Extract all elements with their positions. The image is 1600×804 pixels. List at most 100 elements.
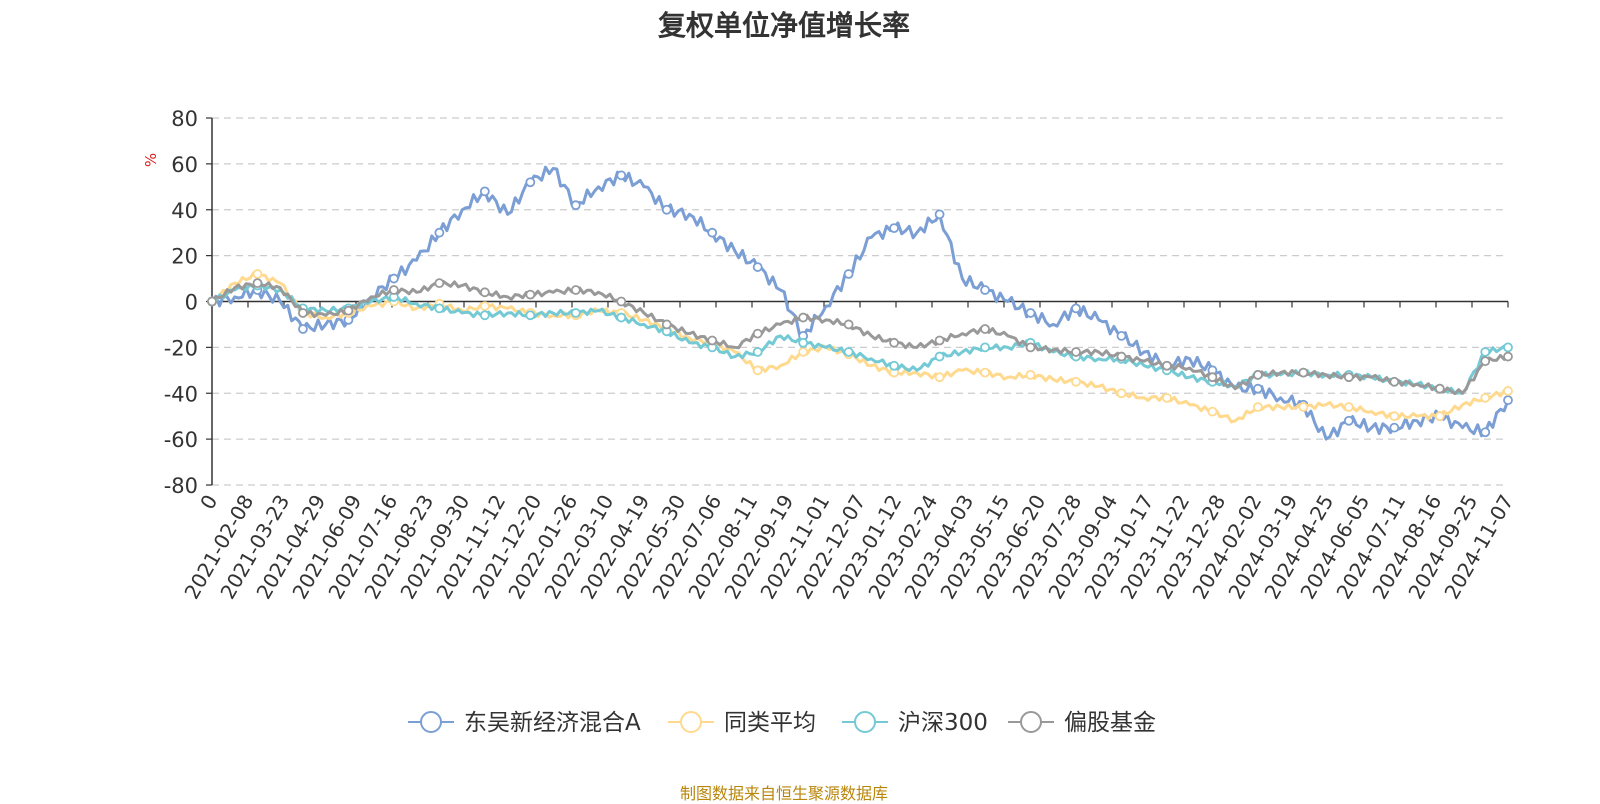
- data-point: [934, 335, 945, 346]
- data-point: [1389, 376, 1400, 387]
- series-line: [211, 282, 1509, 395]
- data-point: [1071, 347, 1081, 357]
- data-point: [752, 365, 763, 376]
- series-line: [210, 279, 1509, 396]
- data-point: [434, 278, 445, 289]
- legend-marker: [1020, 711, 1042, 733]
- data-point: [934, 372, 945, 383]
- legend-label: 沪深300: [898, 710, 988, 736]
- data-point: [298, 324, 308, 334]
- data-point: [252, 278, 263, 289]
- series-layer: [207, 165, 1513, 441]
- legend-marker: [420, 711, 442, 733]
- data-point: [1480, 356, 1491, 367]
- data-point: [1025, 369, 1036, 380]
- y-tick-label: 40: [171, 199, 198, 223]
- data-point: [1252, 402, 1263, 412]
- data-point: [479, 310, 490, 321]
- data-point: [843, 269, 854, 279]
- legend-item[interactable]: 同类平均: [668, 710, 816, 736]
- chart-title: 复权单位净值增长率: [657, 9, 910, 42]
- legend-marker: [854, 711, 876, 733]
- y-tick-label: -40: [164, 382, 198, 406]
- data-point: [843, 347, 854, 357]
- data-point: [1071, 376, 1081, 387]
- data-point: [1343, 402, 1354, 412]
- data-point: [1025, 308, 1036, 318]
- data-point: [479, 301, 490, 311]
- y-tick-label: -20: [164, 336, 198, 360]
- data-point: [434, 227, 445, 238]
- data-point: [1116, 351, 1127, 362]
- data-point: [661, 204, 672, 215]
- y-axis-unit: %: [142, 153, 160, 167]
- data-point: [1116, 331, 1127, 341]
- data-point: [207, 296, 217, 307]
- legend-label: 东吴新经济混合A: [464, 710, 641, 736]
- legend-label: 同类平均: [724, 710, 816, 736]
- legend-item[interactable]: 偏股基金: [1008, 710, 1156, 736]
- data-point: [798, 347, 809, 357]
- data-point: [1480, 347, 1491, 357]
- data-point: [1434, 411, 1445, 422]
- data-point: [661, 319, 672, 330]
- data-point: [616, 296, 627, 307]
- data-point: [1252, 369, 1263, 380]
- data-point: [1298, 402, 1309, 412]
- data-point: [980, 342, 990, 353]
- data-point: [798, 312, 809, 323]
- data-point: [343, 305, 354, 316]
- data-point: [1389, 411, 1400, 422]
- data-point: [1503, 351, 1513, 362]
- data-point: [1480, 427, 1491, 438]
- data-point: [525, 289, 536, 300]
- data-point: [1298, 367, 1309, 378]
- data-point: [252, 269, 263, 279]
- legend[interactable]: 东吴新经济混合A 同类平均 沪深300 偏股基金: [408, 710, 1156, 736]
- data-point: [752, 328, 763, 339]
- data-point: [1343, 372, 1354, 383]
- y-tick-label: -80: [164, 474, 198, 498]
- y-tick-label: 0: [185, 291, 198, 315]
- data-point: [1207, 372, 1218, 383]
- legend-marker: [680, 711, 702, 733]
- data-point: [889, 337, 900, 348]
- data-point: [980, 324, 990, 334]
- data-point: [1207, 406, 1218, 417]
- y-tick-label: 20: [171, 245, 198, 269]
- data-point: [980, 367, 990, 378]
- source-note: 制图数据来自恒生聚源数据库: [679, 784, 888, 803]
- data-point: [934, 209, 945, 220]
- data-point: [752, 262, 763, 272]
- data-point: [479, 287, 490, 298]
- data-point: [479, 186, 490, 197]
- data-point: [889, 360, 900, 371]
- data-point: [707, 227, 718, 238]
- axis-layer: 806040200-20-40-60-80%02021-02-082021-03…: [142, 107, 1518, 603]
- data-point: [843, 319, 854, 330]
- data-point: [616, 170, 627, 181]
- data-point: [1162, 392, 1172, 403]
- data-point: [889, 223, 900, 234]
- y-tick-label: -60: [164, 428, 198, 452]
- data-point: [570, 308, 581, 318]
- data-point: [616, 312, 627, 323]
- data-point: [570, 285, 581, 295]
- data-point: [1025, 342, 1036, 353]
- data-point: [1389, 422, 1400, 433]
- data-point: [752, 347, 763, 357]
- x-tick-label: 0: [195, 491, 222, 514]
- data-point: [1503, 395, 1513, 406]
- data-point: [434, 303, 445, 314]
- data-point: [1503, 342, 1513, 353]
- series-line: [210, 165, 1510, 441]
- data-point: [1116, 388, 1127, 399]
- data-point: [1503, 386, 1513, 396]
- data-point: [980, 285, 990, 295]
- data-point: [1162, 360, 1172, 371]
- y-tick-label: 60: [171, 153, 198, 177]
- legend-item[interactable]: 东吴新经济混合A: [408, 710, 641, 736]
- legend-item[interactable]: 沪深300: [842, 710, 988, 736]
